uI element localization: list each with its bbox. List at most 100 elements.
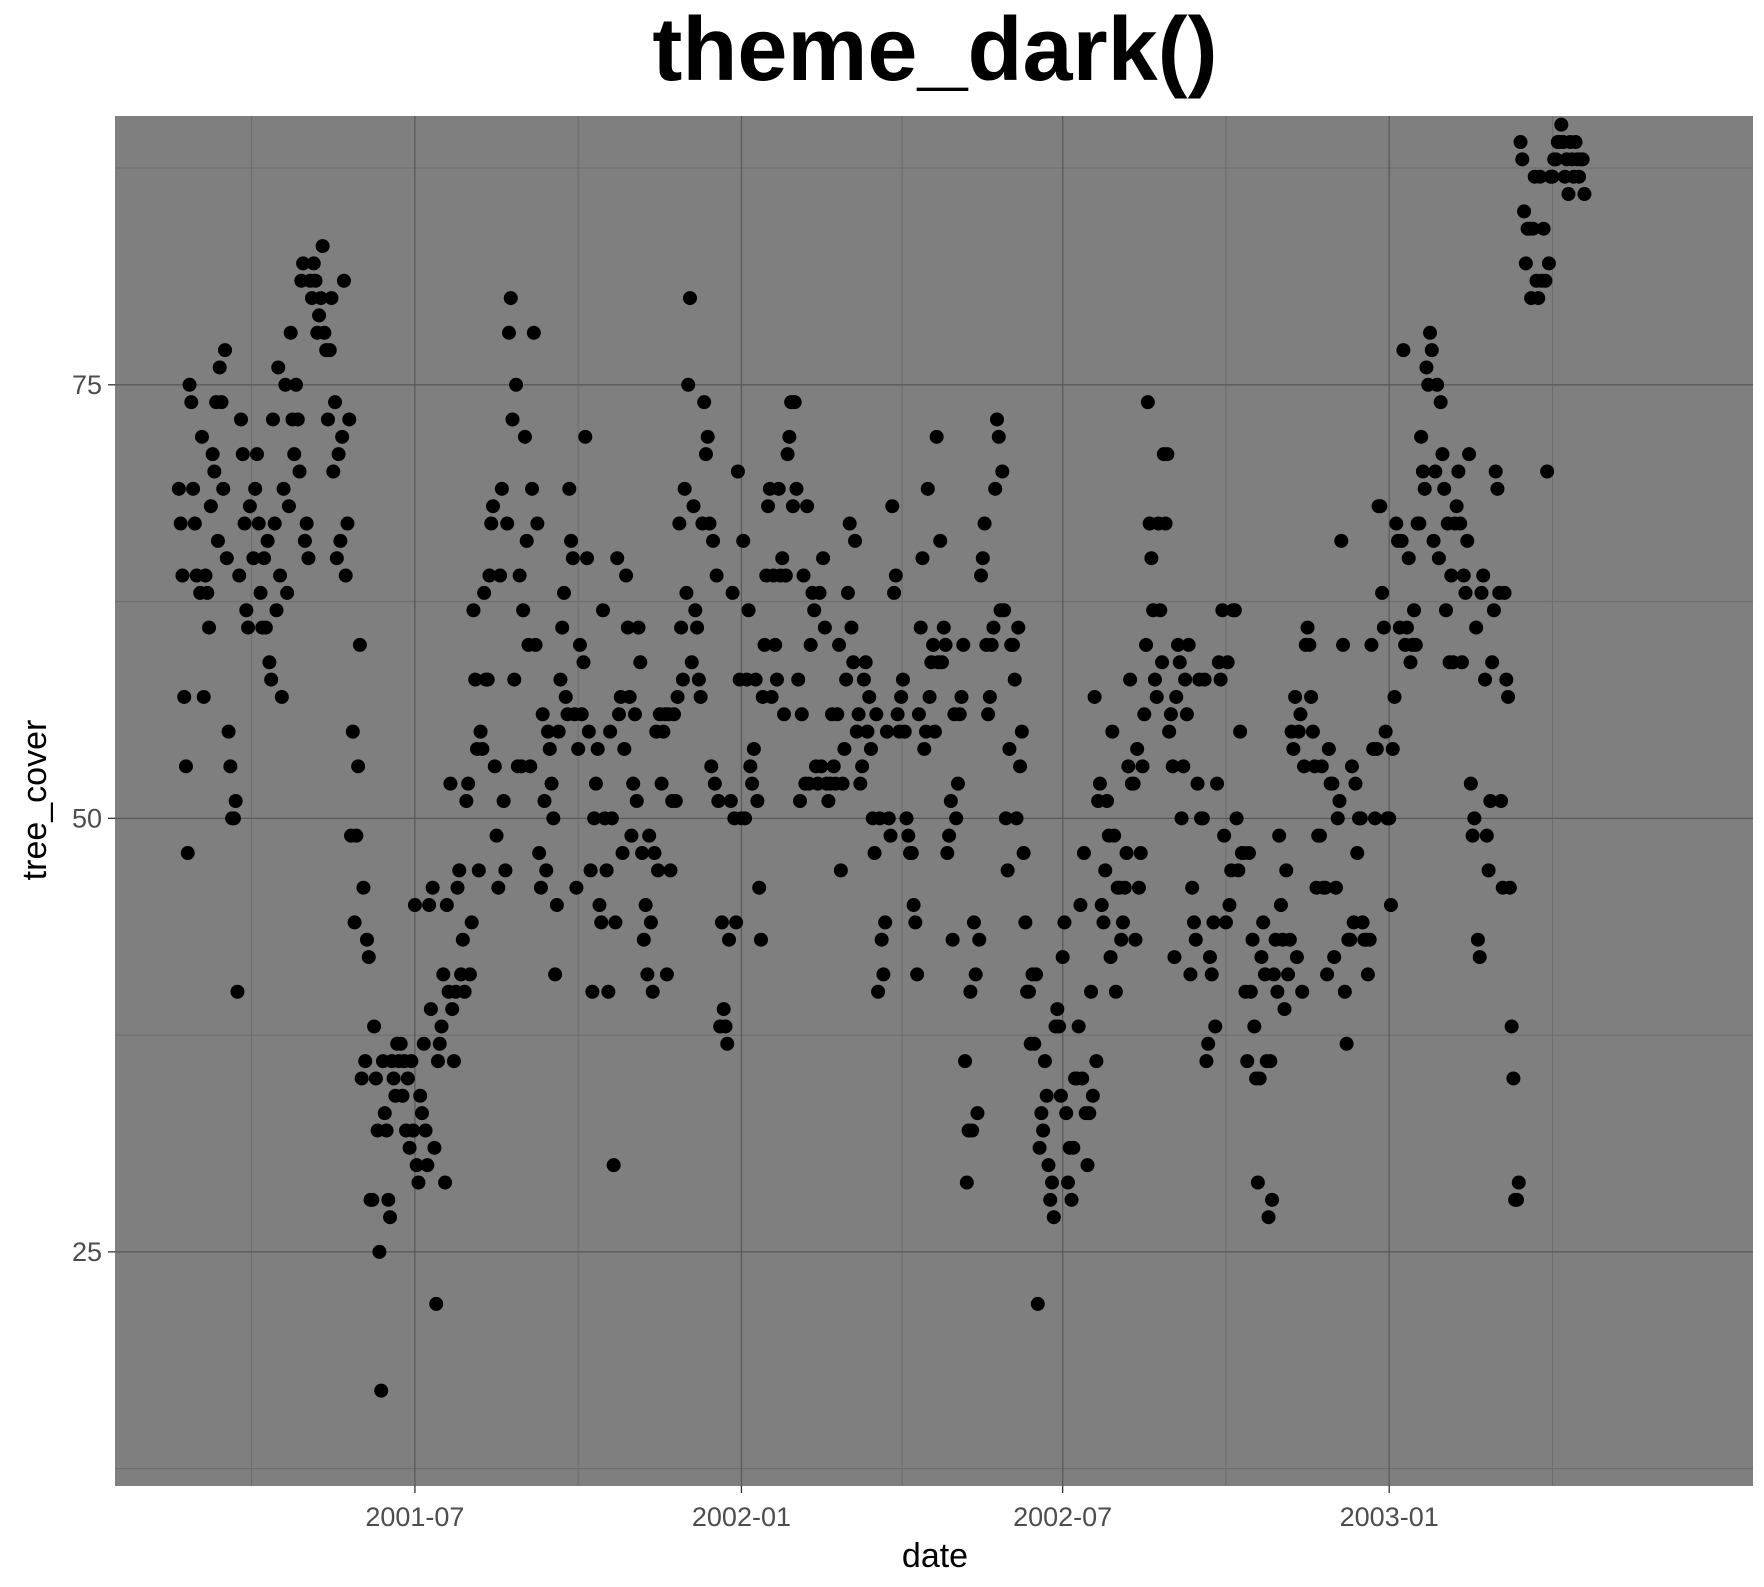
data-point — [581, 724, 596, 739]
data-point — [1517, 204, 1532, 219]
data-point — [697, 395, 712, 410]
data-point — [1009, 811, 1024, 826]
data-point — [1206, 915, 1221, 930]
data-point — [672, 516, 687, 531]
data-point — [1162, 724, 1177, 739]
data-point — [482, 568, 497, 583]
data-point — [487, 759, 502, 774]
data-point — [867, 846, 882, 861]
data-point — [289, 377, 304, 392]
data-point — [1531, 291, 1546, 306]
data-point — [606, 1158, 621, 1173]
data-point — [1215, 603, 1230, 618]
data-point — [1133, 846, 1148, 861]
data-point — [596, 603, 611, 618]
data-point — [308, 273, 323, 288]
data-point — [1273, 898, 1288, 913]
data-point — [1502, 880, 1517, 895]
data-point — [998, 811, 1013, 826]
data-point — [1449, 499, 1464, 514]
data-point — [198, 568, 213, 583]
data-point — [679, 585, 694, 600]
data-point — [1353, 811, 1368, 826]
data-point — [832, 637, 847, 652]
data-point — [349, 828, 364, 843]
data-point — [1417, 481, 1432, 496]
data-point — [1453, 516, 1468, 531]
data-point — [219, 551, 234, 566]
data-point — [1043, 1192, 1058, 1207]
data-point — [292, 464, 307, 479]
data-point — [1376, 620, 1391, 635]
data-point — [1312, 828, 1327, 843]
data-point — [1016, 846, 1031, 861]
data-point — [722, 932, 737, 947]
data-point — [1013, 759, 1028, 774]
data-point — [1250, 1175, 1265, 1190]
data-point — [459, 794, 474, 808]
data-point — [1314, 759, 1329, 774]
data-point — [1105, 724, 1120, 739]
data-point — [674, 620, 689, 635]
data-point — [688, 603, 703, 618]
data-point — [283, 325, 298, 340]
data-point — [1245, 932, 1260, 947]
data-point — [738, 811, 752, 826]
data-point — [1064, 1192, 1079, 1207]
y-tick-label: 25 — [72, 1237, 102, 1267]
data-point — [1163, 707, 1178, 722]
data-point — [656, 724, 671, 739]
data-point — [1486, 603, 1501, 618]
data-point — [379, 1123, 394, 1138]
data-point — [807, 603, 822, 618]
data-point — [262, 655, 277, 670]
data-point — [200, 585, 215, 600]
data-point — [617, 741, 632, 756]
data-point — [645, 984, 660, 999]
data-point — [984, 637, 999, 652]
data-point — [517, 429, 532, 444]
data-point — [1265, 1192, 1280, 1207]
data-point — [1199, 1054, 1214, 1069]
data-point — [942, 828, 957, 843]
data-point — [377, 1106, 392, 1121]
data-point — [493, 568, 508, 583]
data-point — [1426, 533, 1441, 548]
data-point — [1415, 464, 1430, 479]
data-point — [888, 568, 903, 583]
data-point — [1174, 811, 1189, 826]
data-point — [1297, 759, 1312, 774]
data-point — [413, 1088, 428, 1103]
data-point — [265, 412, 280, 427]
data-point — [1458, 585, 1473, 600]
data-point — [501, 325, 516, 340]
data-point — [667, 707, 682, 722]
data-point — [1075, 1071, 1090, 1086]
data-point — [1396, 343, 1411, 358]
data-point — [1254, 950, 1269, 965]
data-point — [175, 568, 190, 583]
data-point — [789, 481, 804, 496]
data-point — [1080, 1158, 1095, 1173]
data-point — [938, 637, 953, 652]
data-point — [336, 273, 351, 288]
data-point — [281, 499, 296, 514]
data-point — [221, 724, 236, 739]
data-point — [205, 447, 220, 462]
data-point — [583, 863, 598, 878]
data-point — [1171, 637, 1186, 652]
data-point — [643, 915, 658, 930]
data-point — [1476, 568, 1491, 583]
data-point — [216, 481, 231, 496]
data-point — [920, 481, 935, 496]
data-point — [1518, 256, 1533, 271]
data-point — [910, 967, 925, 982]
data-point — [533, 880, 548, 895]
data-point — [837, 741, 852, 756]
data-point — [1036, 1123, 1051, 1138]
data-point — [1433, 395, 1448, 410]
data-point — [555, 620, 570, 635]
data-point — [821, 794, 836, 808]
data-point — [988, 481, 1003, 496]
data-point — [235, 447, 250, 462]
